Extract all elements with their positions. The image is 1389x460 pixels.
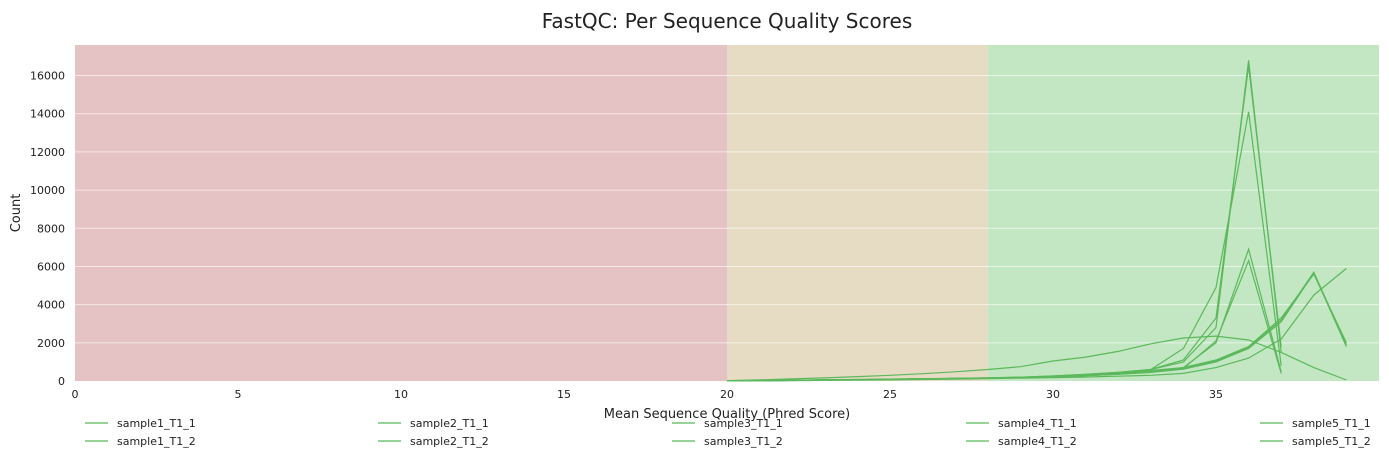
- legend-label: sample3_T1_2: [704, 435, 783, 448]
- y-axis-label: Count: [9, 194, 24, 233]
- legend: sample1_T1_1sample1_T1_2sample2_T1_1samp…: [85, 417, 1371, 448]
- y-tick-label: 16000: [30, 70, 65, 83]
- x-tick-label: 10: [394, 388, 408, 401]
- legend-label: sample5_T1_2: [1292, 435, 1371, 448]
- zone-2: [987, 45, 1379, 381]
- y-tick-label: 8000: [37, 222, 65, 235]
- legend-label: sample4_T1_2: [998, 435, 1077, 448]
- zone-0: [75, 45, 727, 381]
- quality-zones: [75, 45, 1379, 381]
- legend-label: sample1_T1_1: [117, 417, 196, 430]
- y-axis-ticks: 0 2000 4000 6000 8000 10000 12000 14000 16000: [30, 70, 65, 388]
- x-tick-label: 35: [1209, 388, 1223, 401]
- y-tick-label: 2000: [37, 337, 65, 350]
- legend-label: sample2_T1_2: [410, 435, 489, 448]
- legend-label: sample1_T1_2: [117, 435, 196, 448]
- x-tick-label: 20: [720, 388, 734, 401]
- legend-label: sample3_T1_1: [704, 417, 783, 430]
- legend-label: sample5_T1_1: [1292, 417, 1371, 430]
- x-tick-label: 15: [557, 388, 571, 401]
- x-tick-label: 5: [235, 388, 242, 401]
- y-tick-label: 6000: [37, 260, 65, 273]
- x-tick-label: 0: [72, 388, 79, 401]
- series-line-sample5_T1_1: [726, 335, 1347, 382]
- x-tick-label: 25: [883, 388, 897, 401]
- legend-label: sample4_T1_1: [998, 417, 1077, 430]
- y-tick-label: 12000: [30, 146, 65, 159]
- x-axis-label: Mean Sequence Quality (Phred Score): [604, 407, 850, 422]
- chart-title: FastQC: Per Sequence Quality Scores: [542, 9, 913, 33]
- x-axis-ticks: 0 5 10 15 20 25 30 35: [72, 388, 1224, 401]
- legend-label: sample2_T1_1: [410, 417, 489, 430]
- y-tick-label: 0: [58, 375, 65, 388]
- y-tick-label: 4000: [37, 299, 65, 312]
- zone-1: [727, 45, 988, 381]
- series-lines: [726, 60, 1347, 382]
- gridlines: [75, 75, 1379, 344]
- y-tick-label: 14000: [30, 108, 65, 121]
- y-tick-label: 10000: [30, 184, 65, 197]
- series-line-sample5_T1_2: [726, 267, 1347, 382]
- x-tick-label: 30: [1046, 388, 1060, 401]
